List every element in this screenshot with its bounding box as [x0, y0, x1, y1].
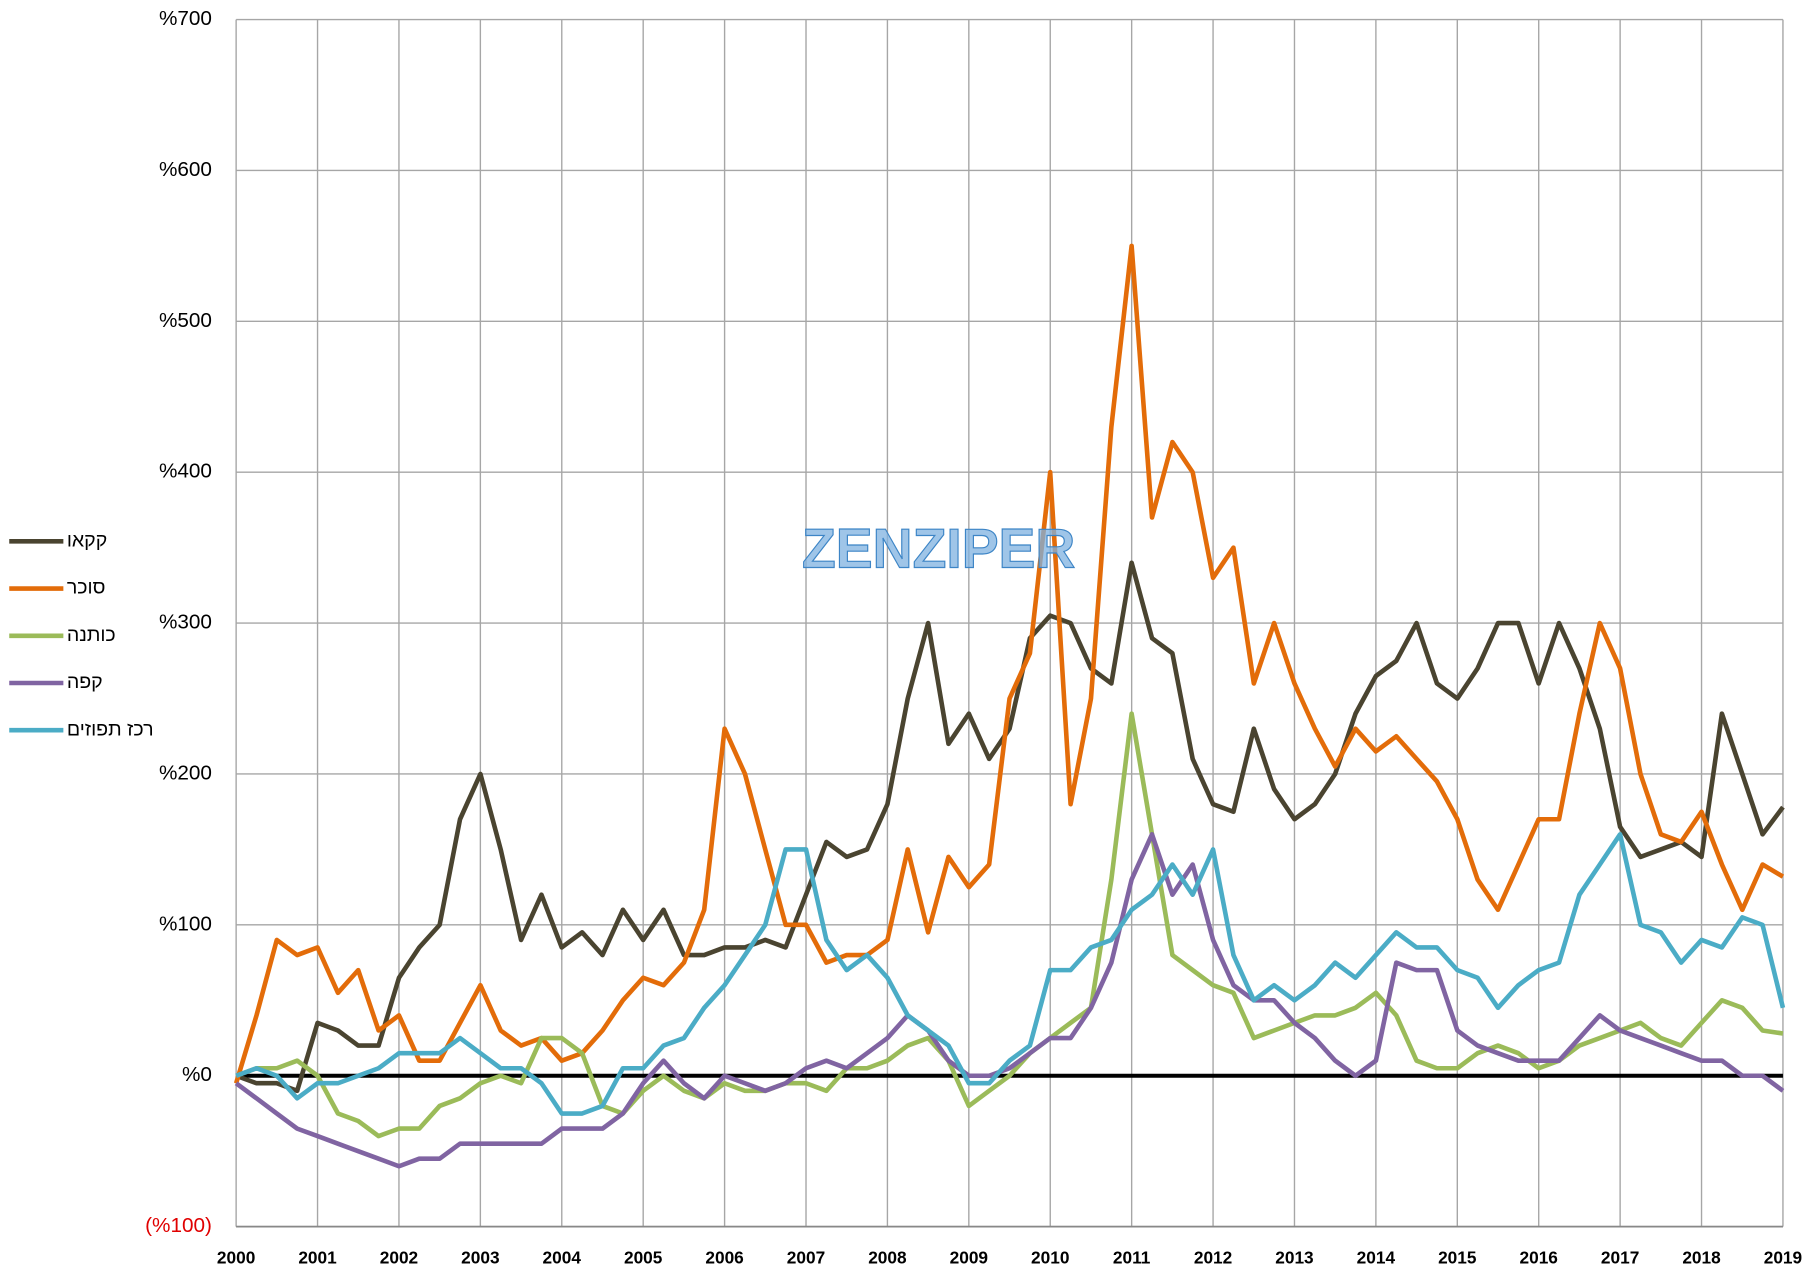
y-tick-label: %200 — [159, 761, 212, 784]
legend-label: קפה — [67, 671, 103, 693]
y-tick-label: %700 — [159, 7, 212, 30]
x-tick-label: 2001 — [298, 1247, 337, 1267]
x-tick-label: 2000 — [217, 1247, 255, 1267]
legend-label: רכז תפוזים — [67, 718, 154, 740]
x-tick-label: 2015 — [1438, 1247, 1477, 1267]
y-tick-label: %600 — [159, 158, 212, 181]
x-tick-label: 2002 — [380, 1247, 418, 1267]
x-tick-label: 2019 — [1764, 1247, 1802, 1267]
x-tick-label: 2005 — [624, 1247, 663, 1267]
x-tick-label: 2008 — [868, 1247, 907, 1267]
watermark: ZENZIPER — [802, 517, 1075, 579]
x-tick-label: 2011 — [1113, 1247, 1151, 1267]
x-tick-label: 2013 — [1275, 1247, 1313, 1267]
legend-label: כותנה — [67, 624, 116, 646]
x-tick-label: 2014 — [1357, 1247, 1396, 1267]
series-line — [233, 243, 1785, 1084]
y-tick-label: (%100) — [145, 1214, 212, 1237]
x-tick-label: 2007 — [787, 1247, 825, 1267]
legend-label: סוכר — [67, 577, 106, 599]
x-tick-label: 2018 — [1682, 1247, 1721, 1267]
x-tick-label: 2016 — [1520, 1247, 1558, 1267]
x-tick-label: 2004 — [543, 1247, 582, 1267]
x-tick-label: 2006 — [705, 1247, 743, 1267]
series-line — [235, 711, 1784, 1139]
y-tick-label: %400 — [159, 460, 212, 483]
x-tick-label: 2010 — [1031, 1247, 1069, 1267]
x-tick-label: 2003 — [461, 1247, 499, 1267]
x-tick-label: 2009 — [950, 1247, 988, 1267]
series-line — [234, 832, 1785, 1169]
series-line — [235, 832, 1786, 1116]
y-tick-label: %100 — [159, 912, 212, 935]
x-tick-label: 2012 — [1194, 1247, 1232, 1267]
x-tick-label: 2017 — [1601, 1247, 1639, 1267]
series-line — [235, 560, 1785, 1094]
y-tick-label: %0 — [182, 1063, 212, 1086]
y-tick-label: %300 — [159, 611, 212, 634]
legend-label: קקאו — [67, 529, 107, 551]
y-tick-label: %500 — [159, 309, 212, 332]
